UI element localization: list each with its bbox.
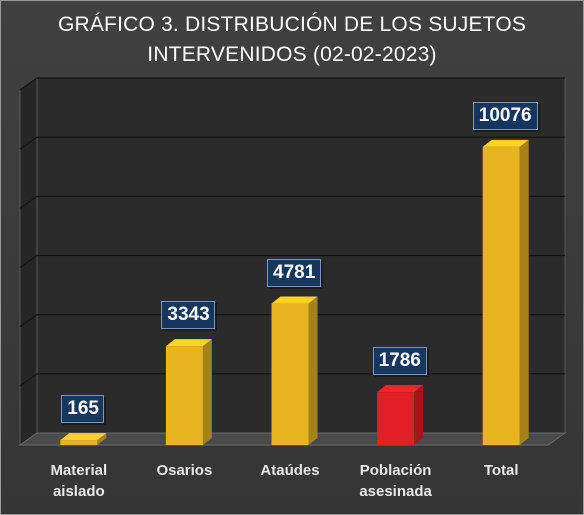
bar	[377, 392, 415, 445]
bar-top	[377, 385, 424, 393]
bar-top	[271, 296, 318, 304]
value-label: 3343	[161, 301, 216, 330]
gridline-side	[19, 314, 38, 328]
category-label: Total	[446, 460, 556, 481]
bar	[60, 440, 98, 445]
category-label-line: Población	[359, 462, 432, 479]
category-label-line: Ataúdes	[260, 462, 320, 479]
gridline-side	[19, 77, 38, 91]
bar-top	[165, 339, 212, 347]
value-label: 4781	[267, 258, 321, 287]
bar-side	[202, 339, 212, 445]
category-label: Ataúdes	[235, 460, 345, 481]
gridline-side	[19, 195, 38, 209]
chart-title: GRÁFICO 3. DISTRIBUCIÓN DE LOS SUJETOS I…	[0, 10, 584, 70]
bar	[482, 146, 520, 445]
chart-title-line-1: GRÁFICO 3. DISTRIBUCIÓN DE LOS SUJETOS	[57, 13, 527, 36]
category-label-line: Osarios	[156, 462, 213, 479]
category-label: Osarios	[129, 460, 239, 481]
gridline-side	[19, 136, 38, 150]
chart-title-line-2: INTERVENIDOS (02-02-2023)	[147, 43, 437, 66]
bar-side	[414, 385, 424, 445]
bar-top	[60, 433, 107, 441]
gridline-side	[19, 373, 38, 387]
bar-side	[519, 139, 529, 445]
bar-side	[308, 296, 318, 445]
category-label-line: asesinada	[359, 483, 432, 500]
bar-side	[97, 433, 107, 445]
bar	[271, 303, 309, 445]
gridline-side	[19, 255, 38, 268]
category-label: Material aislado	[24, 460, 134, 502]
category-label-line: Material	[50, 462, 108, 479]
category-label: Población asesinada	[341, 460, 451, 502]
value-label: 165	[61, 395, 105, 424]
value-label: 1786	[372, 347, 427, 376]
category-label-line: aislado	[52, 483, 105, 500]
bar	[165, 346, 203, 445]
bar-top	[482, 139, 529, 147]
category-label-line: Total	[483, 462, 519, 479]
value-label: 10076	[472, 101, 538, 130]
